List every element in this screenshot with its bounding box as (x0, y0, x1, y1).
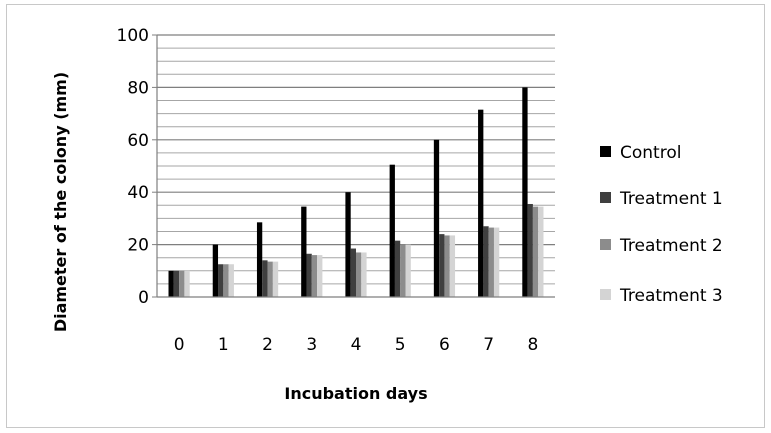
bar-control-day-0 (168, 270, 174, 297)
x-axis-title: Incubation days (284, 384, 427, 403)
bar-control-day-4 (345, 192, 351, 297)
bar-treatment-2-day-2 (267, 261, 273, 297)
axes (152, 34, 555, 298)
x-tick-label: 0 (174, 335, 185, 355)
y-tick-label: 100 (117, 26, 149, 46)
legend: Control Treatment 1 Treatment 2 Treatment 3 (600, 143, 723, 306)
bar-treatment-1-day-7 (483, 226, 489, 297)
bar-control-day-3 (301, 206, 307, 297)
x-tick-label: 5 (395, 335, 406, 355)
bar-treatment-2-day-1 (223, 264, 229, 297)
bar-control-day-5 (389, 164, 395, 297)
legend-label: Treatment 2 (619, 236, 723, 256)
bar-treatment-2-day-3 (311, 255, 318, 297)
y-axis-title: Diameter of the colony (mm) (51, 72, 70, 332)
bar-treatment-2-day-8 (532, 206, 539, 297)
bar-treatment-2-day-0 (179, 270, 185, 297)
y-tick-label: 80 (127, 78, 149, 98)
x-tick-label: 1 (218, 335, 229, 355)
x-tick-label: 6 (439, 335, 450, 355)
x-tick-label: 7 (483, 335, 494, 355)
bar-treatment-3-day-2 (272, 261, 279, 297)
legend-swatch (600, 192, 611, 203)
bar-control-day-7 (478, 109, 484, 297)
y-tick-label: 20 (127, 236, 149, 256)
legend-swatch (600, 146, 611, 157)
y-tick-label: 60 (127, 131, 149, 151)
bar-treatment-1-day-8 (527, 203, 533, 297)
bar-treatment-1-day-6 (439, 234, 445, 297)
legend-swatch (600, 239, 611, 250)
bar-control-day-2 (256, 222, 263, 297)
bar-treatment-3-day-1 (228, 264, 234, 297)
bar-treatment-1-day-1 (218, 264, 224, 297)
bar-treatment-3-day-7 (493, 227, 500, 297)
bar-treatment-1-day-5 (394, 240, 401, 297)
bar-treatment-3-day-6 (449, 235, 456, 297)
bar-treatment-1-day-0 (173, 270, 180, 297)
bar-control-day-8 (522, 87, 528, 298)
x-tick-label: 8 (527, 335, 538, 355)
bar-treatment-2-day-7 (488, 227, 494, 297)
legend-label: Treatment 3 (619, 286, 723, 306)
x-tick-labels: 0 1 2 3 4 5 6 7 8 (174, 335, 539, 355)
bar-treatment-3-day-4 (361, 252, 367, 297)
legend-swatch (600, 289, 611, 300)
bar-treatment-3-day-0 (184, 270, 190, 297)
x-tick-label: 3 (306, 335, 317, 355)
bar-control-day-1 (212, 244, 219, 297)
bar-treatment-1-day-4 (350, 248, 356, 297)
bar-treatment-3-day-3 (317, 255, 323, 297)
bar-control-day-6 (433, 139, 440, 297)
x-tick-label: 4 (351, 335, 362, 355)
legend-label: Control (620, 143, 681, 163)
legend-label: Treatment 1 (619, 189, 723, 209)
bar-treatment-1-day-2 (262, 260, 268, 297)
bar-treatment-2-day-6 (444, 235, 450, 297)
bar-treatment-3-day-8 (538, 206, 544, 297)
bar-treatment-3-day-5 (405, 244, 411, 297)
bar-treatment-2-day-4 (356, 252, 362, 297)
y-tick-labels: 0 20 40 60 80 100 (117, 26, 149, 308)
bars (168, 87, 544, 298)
bar-treatment-2-day-5 (400, 244, 406, 297)
y-tick-label: 0 (138, 288, 149, 308)
x-tick-label: 2 (262, 335, 273, 355)
bar-treatment-1-day-3 (306, 253, 312, 297)
y-tick-label: 40 (127, 183, 149, 203)
